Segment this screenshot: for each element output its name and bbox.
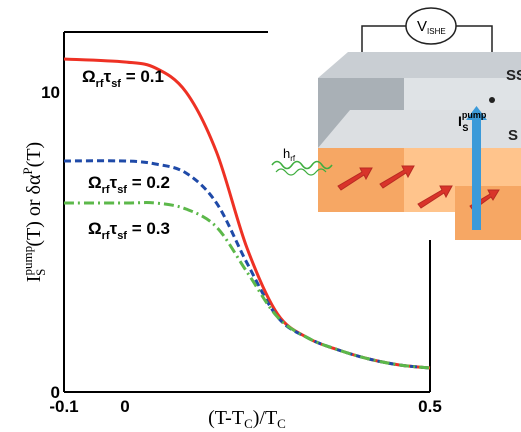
spin-arrow-1 <box>337 167 373 191</box>
top-layer-top-face <box>318 52 521 78</box>
bottom-layer-top-face <box>318 110 521 148</box>
spin-arrow-2 <box>379 165 415 189</box>
device-schematic-inset: VISHE SS S hrf IpumpS <box>268 0 521 240</box>
pump-current-label: Ipump S <box>458 110 487 133</box>
rf-field-wave <box>271 160 333 170</box>
series-label-0: Ωrfτsf = 0.1 <box>82 67 164 90</box>
series-layer <box>63 57 431 370</box>
pump-current-shaft <box>472 118 481 230</box>
x-tick-label: -0.1 <box>49 397 78 416</box>
spin-arrows <box>337 165 500 211</box>
top-layer-label: SS <box>506 67 521 84</box>
series-line-2 <box>64 201 431 370</box>
series-label-2: Ωrfτsf = 0.3 <box>88 219 170 242</box>
bottom-layer-label: S <box>508 127 518 144</box>
series-line-1 <box>63 159 431 370</box>
bottom-layer-front-face <box>318 148 404 212</box>
y-tick-label: 10 <box>41 83 60 102</box>
x-tick-label: 0 <box>120 397 129 416</box>
rf-field-label: hrf <box>283 146 296 163</box>
series-label-1: Ωrfτsf = 0.2 <box>88 173 170 196</box>
rf-field-wave-2 <box>275 168 327 176</box>
x-axis-title: (T-TC)/TC <box>208 407 286 431</box>
wire-contact-dot <box>489 97 495 103</box>
bottom-layer-extension <box>455 186 521 240</box>
x-tick-label: 0.5 <box>418 397 442 416</box>
y-tick-label: 0 <box>51 383 60 402</box>
spin-arrow-3 <box>417 185 453 209</box>
voltmeter-circle <box>405 7 457 45</box>
pump-current-head <box>466 106 487 120</box>
voltmeter-label: VISHE <box>417 18 446 36</box>
y-axis-title: IpumpS(T) or δαP(T) <box>20 142 48 282</box>
